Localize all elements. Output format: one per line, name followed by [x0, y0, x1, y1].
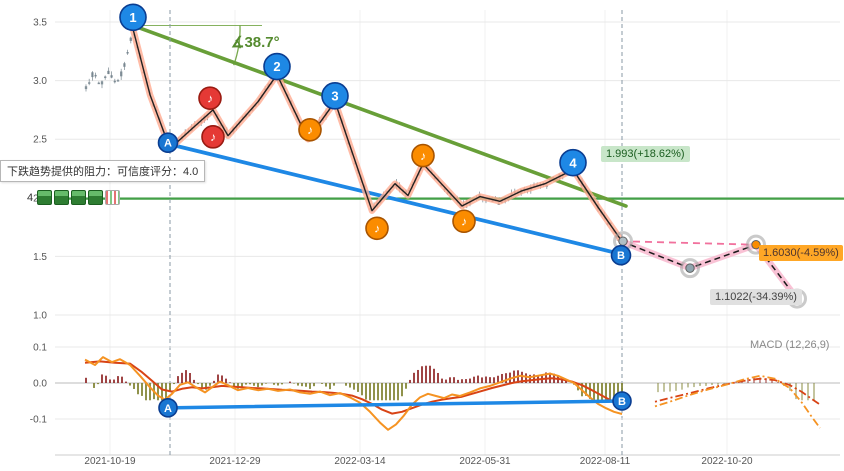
note-marker-orange[interactable]: ♪: [365, 216, 389, 241]
svg-text:1.0: 1.0: [33, 311, 47, 322]
pattern-legend[interactable]: 4: [27, 190, 122, 205]
svg-text:1: 1: [129, 10, 136, 25]
svg-text:-0.1: -0.1: [30, 415, 48, 426]
svg-text:♪: ♪: [420, 149, 426, 163]
point-A-macd[interactable]: A: [158, 398, 178, 418]
mini-chart-icon[interactable]: [105, 190, 121, 205]
trend-resistance-tooltip: 下跌趋势提供的阻力：可信度评分：4.0: [0, 160, 206, 182]
svg-text:B: B: [618, 396, 626, 408]
projection-point[interactable]: [746, 234, 766, 255]
svg-text:2022-03-14: 2022-03-14: [334, 456, 386, 467]
svg-text:2: 2: [273, 59, 280, 74]
svg-text:A: A: [164, 138, 172, 150]
mini-chart-icon[interactable]: [71, 190, 87, 205]
projection-direct-line: [620, 240, 757, 246]
svg-text:2022-10-20: 2022-10-20: [701, 456, 753, 467]
svg-text:4: 4: [569, 155, 577, 170]
dea-line: [84, 360, 623, 415]
pivot-number-4[interactable]: 4: [559, 148, 587, 177]
point-B-macd[interactable]: B: [612, 391, 632, 411]
pivot-number-1[interactable]: 1: [119, 3, 147, 32]
projection-glow: [619, 238, 800, 301]
svg-text:B: B: [617, 250, 625, 262]
point-B-price[interactable]: B: [610, 244, 632, 266]
trend-angle-label: ∡38.7°: [231, 34, 280, 51]
projected-low-badge: 1.1022(-34.39%): [710, 289, 802, 305]
svg-text:2022-08-11: 2022-08-11: [580, 456, 631, 467]
svg-text:2.5: 2.5: [33, 135, 47, 146]
dea-projection: [654, 377, 821, 406]
mini-chart-icon[interactable]: [88, 190, 104, 205]
svg-text:♪: ♪: [374, 222, 380, 236]
projection-point[interactable]: [680, 258, 700, 279]
svg-text:2021-12-29: 2021-12-29: [209, 456, 261, 467]
mini-chart-icon[interactable]: [54, 190, 70, 205]
point-A-price[interactable]: A: [157, 132, 179, 154]
svg-text:3.0: 3.0: [33, 76, 47, 87]
ab-trendline-macd[interactable]: [166, 399, 624, 410]
svg-text:♪: ♪: [461, 215, 467, 229]
pattern-icons[interactable]: [37, 190, 122, 205]
svg-text:3.5: 3.5: [33, 18, 47, 29]
x-grid: 2021-10-19 2021-12-29 2022-03-14 2022-05-31…: [55, 10, 840, 467]
pivot-line: [132, 28, 622, 241]
support-price-badge: 1.993(+18.62%): [601, 146, 690, 162]
pattern-count-label: 4: [27, 191, 34, 204]
angle-annotation: [133, 25, 262, 66]
svg-text:2022-05-31: 2022-05-31: [459, 456, 511, 467]
note-marker-red[interactable]: ♪: [201, 125, 225, 149]
svg-text:3: 3: [331, 89, 338, 104]
current-price-badge: 1.6030(-4.59%): [759, 245, 843, 261]
mini-chart-icon[interactable]: [37, 190, 53, 205]
svg-text:0.0: 0.0: [33, 379, 47, 390]
svg-text:♪: ♪: [207, 92, 213, 106]
svg-text:2021-10-19: 2021-10-19: [84, 456, 136, 467]
pivot-number-2[interactable]: 2: [263, 52, 291, 81]
note-marker-orange[interactable]: ♪: [411, 143, 435, 168]
note-marker-orange[interactable]: ♪: [298, 118, 322, 142]
downtrend-resistance-line[interactable]: [131, 23, 628, 208]
ab-trendline-price[interactable]: [166, 141, 623, 256]
svg-text:♪: ♪: [210, 130, 216, 144]
macd-indicator-label: MACD (12,26,9): [750, 339, 830, 351]
macd-panel: 0.1 0.0 -0.1: [30, 343, 840, 431]
dif-line: [84, 356, 623, 431]
svg-text:A: A: [164, 403, 172, 415]
svg-text:♪: ♪: [307, 123, 313, 137]
note-marker-orange[interactable]: ♪: [452, 209, 476, 234]
pivot-number-3[interactable]: 3: [321, 82, 349, 110]
note-marker-red[interactable]: ♪: [198, 86, 222, 110]
svg-text:0.1: 0.1: [33, 343, 47, 354]
svg-text:1.5: 1.5: [33, 252, 47, 263]
dif-projection: [654, 374, 821, 429]
